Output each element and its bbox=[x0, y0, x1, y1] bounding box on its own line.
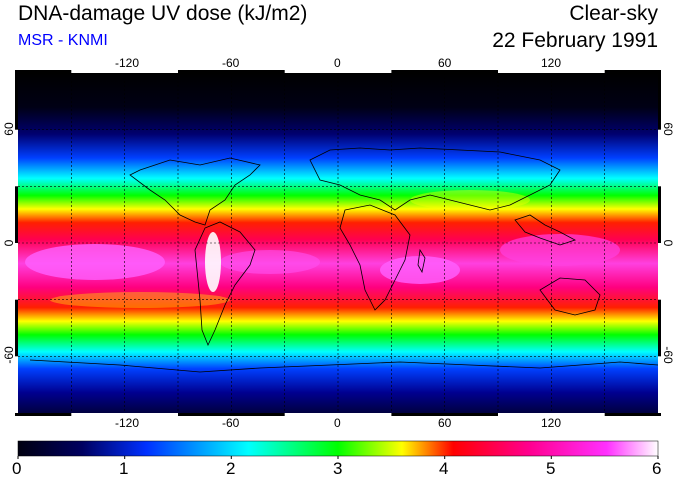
lat-tick-left: -60 bbox=[2, 346, 16, 364]
lat-tick-right: -60 bbox=[661, 346, 675, 364]
map-date: 22 February 1991 bbox=[492, 29, 658, 52]
map-source: MSR - KNMI bbox=[18, 32, 108, 49]
lon-tick-bottom: -60 bbox=[222, 416, 240, 430]
lon-tick-top: 120 bbox=[541, 56, 562, 70]
sky-condition: Clear-sky bbox=[569, 2, 658, 25]
lat-tick-right: 0 bbox=[661, 239, 675, 247]
colorbar-label: 5 bbox=[546, 459, 556, 478]
colorbar-label: 1 bbox=[119, 459, 129, 478]
map-frame bbox=[15, 70, 661, 416]
lon-tick-bottom: -120 bbox=[115, 416, 140, 430]
colorbar-label: 4 bbox=[439, 459, 449, 478]
lon-tick-top: 0 bbox=[334, 56, 341, 70]
map-title: DNA-damage UV dose (kJ/m2) bbox=[18, 2, 308, 25]
colorbar bbox=[17, 440, 659, 457]
lon-tick-top: 60 bbox=[438, 56, 452, 70]
map-gridlines bbox=[18, 73, 658, 413]
lon-tick-bottom: 60 bbox=[438, 416, 452, 430]
uv-field-variations bbox=[25, 190, 620, 308]
lat-tick-left: 0 bbox=[2, 239, 16, 247]
lat-tick-left: 60 bbox=[2, 122, 16, 136]
lon-tick-top: -120 bbox=[115, 56, 140, 70]
colorbar-label: 6 bbox=[652, 459, 662, 478]
colorbar-label: 0 bbox=[12, 459, 22, 478]
colorbar-label: 3 bbox=[333, 459, 343, 478]
lon-tick-top: -60 bbox=[222, 56, 240, 70]
lon-tick-bottom: 120 bbox=[541, 416, 562, 430]
colorbar-ticks bbox=[17, 456, 659, 459]
colorbar-label: 2 bbox=[226, 459, 236, 478]
lon-tick-bottom: 0 bbox=[334, 416, 341, 430]
coastlines bbox=[29, 147, 658, 373]
lat-tick-right: 60 bbox=[661, 122, 675, 136]
